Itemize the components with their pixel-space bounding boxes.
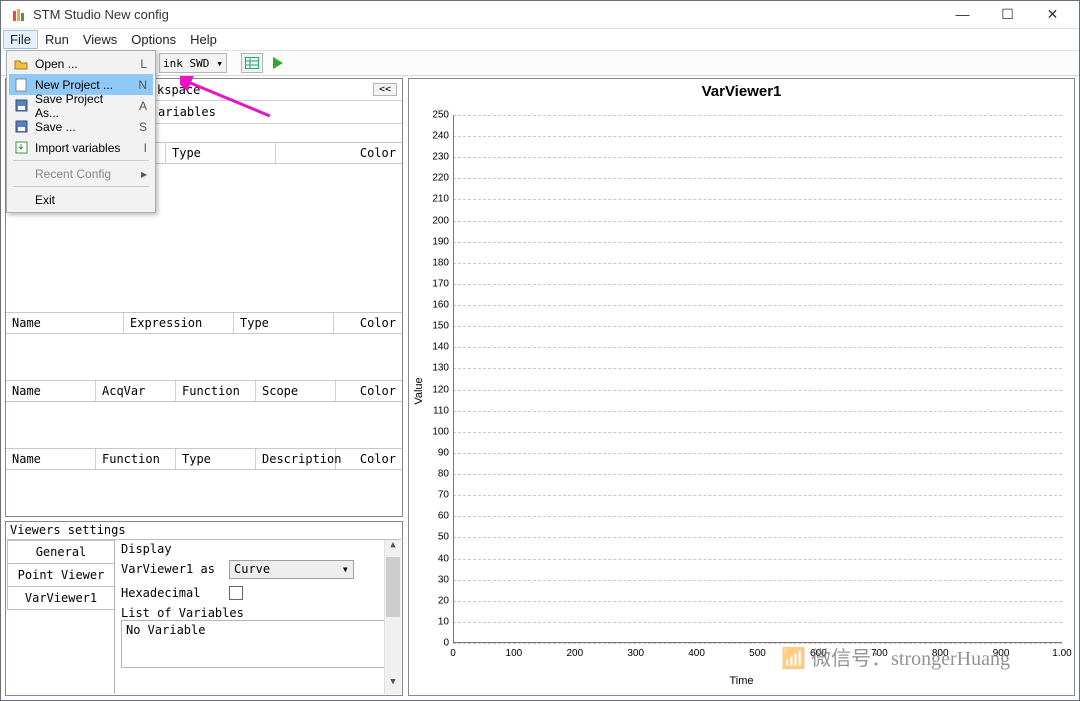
tab-varviewer1[interactable]: VarViewer1: [7, 586, 114, 610]
menubar: File Run Views Options Help: [1, 29, 1079, 51]
col-color: Color: [276, 143, 402, 163]
chart-axes: 0102030405060708090100110120130140150160…: [453, 115, 1062, 643]
chart-grid: [453, 115, 1062, 643]
table3-body: [6, 402, 402, 448]
link-combo-value: ink SWD: [163, 57, 209, 70]
chart-plot: Value 0102030405060708090100110120130140…: [419, 109, 1064, 673]
chart-panel: VarViewer1 Value 01020304050607080901001…: [408, 78, 1075, 696]
run-button[interactable]: [267, 53, 289, 73]
viewers-scrollbar[interactable]: ▲ ▼: [384, 540, 401, 694]
col4-func: Function: [96, 449, 176, 469]
window-title: STM Studio New config: [33, 7, 940, 22]
menu-file[interactable]: File: [3, 30, 38, 49]
col3-acqvar: AcqVar: [96, 381, 176, 401]
menu-item-exit[interactable]: Exit: [9, 189, 153, 210]
table-icon: [245, 57, 259, 69]
menu-help[interactable]: Help: [183, 30, 224, 49]
menu-item-save-[interactable]: Save ...S: [9, 116, 153, 137]
play-icon: [271, 56, 285, 70]
file-menu-dropdown: Open ...LNew Project ...NSave Project As…: [6, 50, 156, 213]
col2-type: Type: [234, 313, 334, 333]
content-area: kspace << ariables ess Type Color Name E…: [1, 76, 1079, 700]
app-icon: [11, 7, 27, 23]
display-as-select[interactable]: Curve ▾: [229, 560, 354, 579]
menu-run[interactable]: Run: [38, 30, 76, 49]
table4-body: [6, 470, 402, 516]
y-axis-line: [453, 115, 454, 643]
col3-scope: Scope: [256, 381, 336, 401]
scroll-down-icon[interactable]: ▼: [385, 677, 401, 694]
chart-title: VarViewer1: [413, 83, 1070, 105]
minimize-button[interactable]: —: [940, 1, 985, 28]
lov-value: No Variable: [126, 623, 205, 637]
lov-label: List of Variables: [121, 606, 395, 620]
open-icon: [13, 56, 29, 72]
table2-body: [6, 334, 402, 380]
main-window: STM Studio New config — ☐ ✕ File Run Vie…: [0, 0, 1080, 701]
col2-name: Name: [6, 313, 124, 333]
chevron-down-icon: ▾: [342, 562, 349, 576]
menu-item-open-[interactable]: Open ...L: [9, 53, 153, 74]
tab-general[interactable]: General: [7, 540, 114, 564]
col2-expr: Expression: [124, 313, 234, 333]
close-button[interactable]: ✕: [1030, 1, 1075, 28]
scroll-thumb[interactable]: [386, 557, 400, 617]
import-icon: [13, 140, 29, 156]
menu-options[interactable]: Options: [124, 30, 183, 49]
display-as-value: Curve: [234, 562, 270, 576]
menu-item-import-variables[interactable]: Import variablesI: [9, 137, 153, 158]
menu-item-recent-config[interactable]: Recent Config▸: [9, 163, 153, 184]
table-tool-button[interactable]: [241, 53, 263, 73]
link-combo[interactable]: ink SWD ▾: [159, 53, 227, 73]
scroll-up-icon[interactable]: ▲: [385, 540, 401, 557]
viewers-tablist: General Point Viewer VarViewer1: [7, 540, 115, 694]
as-label: VarViewer1 as: [121, 562, 229, 576]
col-type: Type: [166, 143, 276, 163]
display-label: Display: [121, 542, 395, 556]
hex-checkbox[interactable]: [229, 586, 243, 600]
chart-ylabel: Value: [413, 377, 425, 404]
chart-xlabel: Time: [413, 675, 1070, 691]
col3-name: Name: [6, 381, 96, 401]
toolbar: ink SWD ▾: [1, 51, 1079, 76]
new-icon: [13, 77, 29, 93]
col4-color: Color: [336, 449, 402, 469]
hex-label: Hexadecimal: [121, 586, 229, 600]
viewers-tabcontent: Display VarViewer1 as Curve ▾ Hexadecimal…: [115, 540, 401, 694]
table4-header: Name Function Type Description Color: [6, 448, 402, 470]
tab-pointviewer[interactable]: Point Viewer: [7, 563, 114, 587]
saveas-icon: [13, 98, 29, 114]
menu-views[interactable]: Views: [76, 30, 124, 49]
table2-header: Name Expression Type Color: [6, 312, 402, 334]
viewers-panel: Viewers settings General Point Viewer Va…: [5, 521, 403, 696]
table3-header: Name AcqVar Function Scope Color: [6, 380, 402, 402]
col3-func: Function: [176, 381, 256, 401]
chevron-down-icon: ▾: [216, 57, 223, 70]
collapse-button[interactable]: <<: [373, 83, 397, 96]
col4-name: Name: [6, 449, 96, 469]
lov-box: No Variable: [121, 620, 395, 668]
menu-item-save-project-as-[interactable]: Save Project As...A: [9, 95, 153, 116]
viewers-title: Viewers settings: [6, 522, 402, 538]
col4-type: Type: [176, 449, 256, 469]
col4-desc: Description: [256, 449, 336, 469]
watermark: 📶 微信号：strongerHuang: [781, 642, 1010, 671]
blank-icon: [13, 192, 29, 208]
col3-color: Color: [336, 381, 402, 401]
blank-icon: [13, 166, 29, 182]
maximize-button[interactable]: ☐: [985, 1, 1030, 28]
save-icon: [13, 119, 29, 135]
col2-color: Color: [334, 313, 402, 333]
titlebar: STM Studio New config — ☐ ✕: [1, 1, 1079, 29]
viewers-body: General Point Viewer VarViewer1 Display …: [7, 539, 401, 694]
